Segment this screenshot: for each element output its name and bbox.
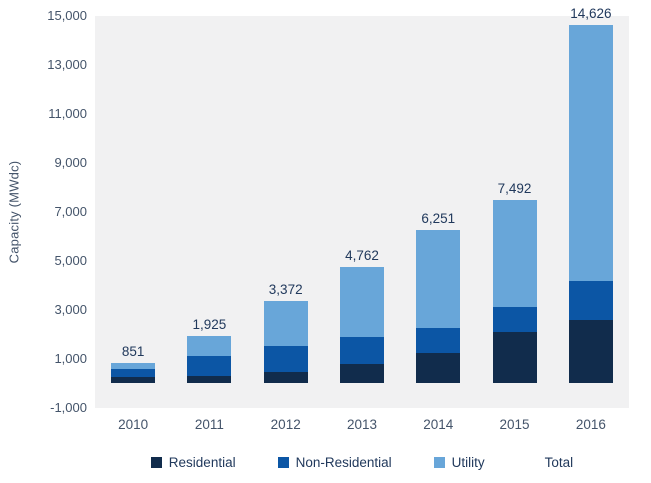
bar-segment-non-residential — [111, 369, 156, 378]
total-label: 1,925 — [192, 317, 227, 333]
y-tick-label: 13,000 — [47, 57, 87, 72]
y-tick-label: 11,000 — [48, 106, 87, 121]
x-tick-label: 2013 — [346, 417, 378, 432]
y-tick-label: 1,000 — [54, 351, 87, 366]
legend-item-residential: Residential — [150, 455, 236, 470]
legend-swatch-residential — [150, 457, 162, 468]
bar-segment-non-residential — [340, 336, 384, 365]
y-tick-label: 3,000 — [54, 302, 87, 317]
bar-segment-utility — [416, 230, 461, 328]
bar-segment-residential — [340, 364, 384, 384]
bar-segment-utility — [492, 199, 537, 307]
total-label: 851 — [121, 343, 145, 359]
y-tick-label: 15,000 — [47, 8, 87, 23]
bar-segment-residential — [187, 376, 232, 384]
bar-segment-residential — [568, 320, 613, 384]
total-label: 6,251 — [421, 211, 456, 227]
x-tick-label: 2016 — [575, 417, 606, 432]
x-tick-label: 2012 — [270, 417, 301, 432]
x-tick-label: 2014 — [423, 417, 454, 432]
x-tick-label: 2015 — [499, 417, 530, 432]
legend-item-utility: Utility — [433, 455, 485, 470]
x-tick-label: 2011 — [194, 417, 224, 432]
legend-label: Utility — [451, 455, 485, 470]
bar-segment-non-residential — [263, 345, 308, 372]
bar-segment-non-residential — [187, 355, 232, 377]
bar-segment-utility — [568, 25, 613, 282]
bar-segment-non-residential — [568, 281, 613, 321]
legend-item-total: Total — [526, 455, 574, 470]
bar-segment-residential — [416, 353, 461, 384]
y-tick-label: -1,000 — [50, 400, 87, 415]
legend-label: Non-Residential — [295, 455, 392, 470]
bar-segment-utility — [187, 336, 232, 356]
legend-swatch-utility — [433, 457, 445, 468]
x-tick-label: 2010 — [118, 417, 149, 432]
legend-swatch-total — [526, 457, 538, 468]
legend-swatch-non-residential — [277, 457, 289, 468]
legend-item-non-residential: Non-Residential — [277, 455, 392, 470]
bar-segment-residential — [263, 371, 308, 384]
total-label: 3,372 — [268, 281, 303, 297]
total-label: 14,626 — [570, 6, 612, 22]
legend-label: Residential — [168, 455, 236, 470]
y-tick-label: 7,000 — [54, 204, 87, 219]
legend-label: Total — [544, 455, 574, 470]
y-tick-label: 5,000 — [54, 253, 87, 268]
y-tick-label: 9,000 — [54, 155, 87, 170]
bar-segment-residential — [492, 332, 537, 384]
bar-segment-non-residential — [416, 327, 461, 354]
bar-segment-utility — [111, 362, 156, 370]
total-label: 7,492 — [497, 180, 532, 196]
bar-segment-non-residential — [492, 306, 537, 333]
bar-segment-utility — [263, 300, 308, 346]
bar-segment-residential — [111, 377, 156, 384]
legend: Residential Non-Residential Utility Total — [95, 455, 629, 470]
bar-segment-utility — [340, 266, 384, 337]
total-label: 4,762 — [345, 247, 379, 263]
